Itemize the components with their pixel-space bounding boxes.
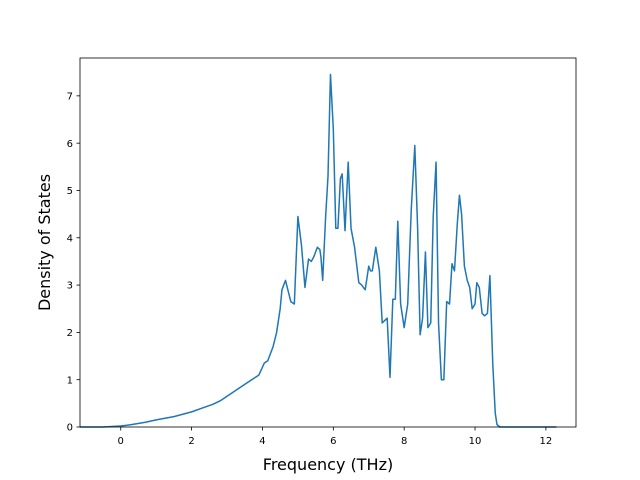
dos-series-line	[80, 73, 557, 428]
y-axis-label: Density of States	[35, 174, 54, 311]
y-tick-label: 6	[67, 139, 73, 150]
x-tick-label: 8	[401, 436, 407, 447]
axes-frame	[79, 57, 577, 428]
x-axis-ticks: 0 2 4 6 8 10 12	[118, 427, 553, 447]
y-tick-label: 1	[67, 375, 73, 386]
y-tick-label: 5	[67, 186, 73, 197]
x-tick-label: 2	[188, 436, 194, 447]
plot-area	[80, 73, 557, 428]
x-tick-label: 0	[118, 436, 124, 447]
y-tick-label: 7	[67, 91, 73, 102]
y-axis-ticks: 0 1 2 3 4 5 6 7	[67, 91, 80, 434]
y-tick-label: 3	[67, 281, 73, 292]
y-tick-label: 0	[67, 423, 73, 434]
x-tick-label: 6	[330, 436, 336, 447]
x-tick-label: 4	[259, 436, 265, 447]
x-axis-label: Frequency (THz)	[263, 455, 393, 474]
x-tick-label: 12	[540, 436, 553, 447]
x-tick-label: 10	[469, 436, 482, 447]
y-tick-label: 4	[67, 233, 73, 244]
y-tick-label: 2	[67, 328, 73, 339]
